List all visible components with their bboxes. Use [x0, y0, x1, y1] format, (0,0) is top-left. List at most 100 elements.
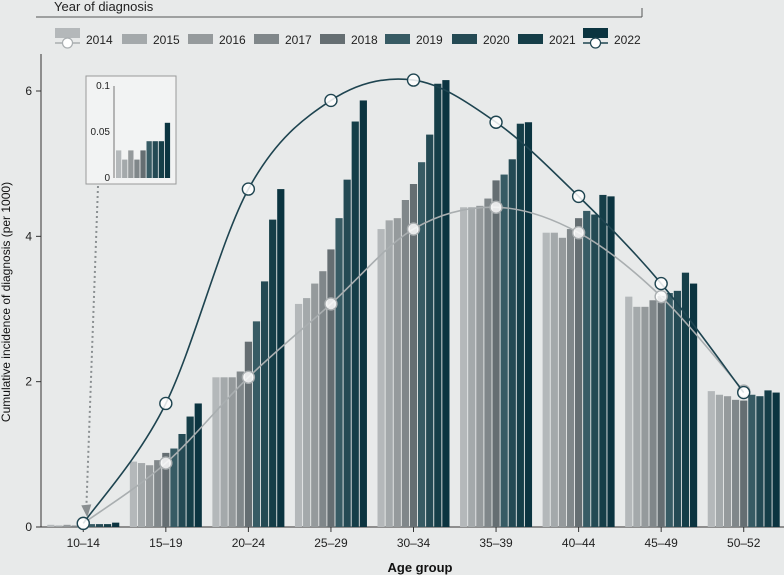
inset-tick-label: 0.05 [91, 127, 111, 138]
bar-2019-30–34 [418, 162, 426, 528]
bar-2014-25–29 [294, 303, 303, 527]
x-axis-title: Age group [388, 560, 453, 575]
x-tick-label: 20–24 [232, 536, 266, 550]
y-tick-label: 6 [25, 84, 32, 98]
x-tick-label: 30–34 [397, 536, 431, 550]
bar-2015-25–29 [303, 298, 311, 527]
bar-2021-35–39 [516, 123, 524, 527]
inset-bar-2018 [140, 150, 146, 178]
y-tick-label: 2 [25, 375, 32, 389]
bars [47, 80, 780, 528]
bar-2019-15–19 [170, 448, 178, 527]
point-2022-10–14 [76, 516, 90, 531]
bar-2020-50–52 [756, 396, 764, 527]
bar-2021-20–24 [269, 219, 277, 527]
bar-2017-50–52 [732, 399, 740, 527]
inset-arrowhead [81, 504, 92, 518]
bar-2022-15–19 [194, 403, 202, 527]
bar-2018-40–44 [575, 218, 583, 527]
bar-2021-40–44 [599, 194, 607, 527]
bar-2017-35–39 [484, 198, 492, 527]
point-2014-35–39 [489, 200, 503, 214]
bar-2015-20–24 [220, 377, 228, 527]
inset-arrow-line [85, 185, 99, 510]
inset-bar-2015 [122, 159, 128, 178]
bar-2015-40–44 [550, 232, 558, 527]
bar-2019-50–52 [748, 394, 756, 527]
bar-2021-25–29 [351, 121, 359, 528]
inset-bar-2021 [158, 141, 164, 178]
bar-2019-20–24 [252, 321, 261, 527]
x-tick-label: 15–19 [149, 536, 183, 550]
bar-2016-45–49 [641, 306, 649, 527]
x-tick-label: 10–14 [67, 536, 101, 550]
legend-label-2015: 2015 [153, 33, 180, 47]
point-2022-35–39 [489, 115, 503, 129]
bar-2014-35–39 [460, 207, 468, 527]
bar-2021-50–52 [764, 390, 772, 527]
bar-2019-45–49 [665, 293, 673, 527]
bar-2016-35–39 [476, 205, 484, 527]
bar-2018-15–19 [162, 452, 170, 527]
point-2014-20–24 [241, 370, 256, 385]
y-axis-title: Cumulative incidence of diagnosis (per 1… [0, 182, 13, 422]
legend-label-2018: 2018 [351, 33, 378, 47]
bar-2020-30–34 [426, 134, 434, 527]
bar-2016-10–14 [63, 524, 71, 527]
bar-2022-20–24 [277, 189, 285, 527]
bar-2020-15–19 [178, 433, 186, 527]
legend-swatch-2014 [55, 28, 80, 38]
bar-2014-45–49 [625, 296, 633, 527]
bar-2020-10–14 [95, 524, 104, 527]
bar-2016-20–24 [228, 377, 236, 527]
legend-title: Year of diagnosis [54, 0, 154, 14]
x-tick-label: 25–29 [314, 536, 348, 550]
bar-2022-35–39 [524, 122, 533, 527]
bar-2014-50–52 [707, 391, 715, 527]
bar-2017-30–34 [401, 200, 409, 527]
bar-2021-15–19 [186, 416, 194, 527]
legend-label-2022: 2022 [614, 33, 641, 47]
bar-2022-10–14 [112, 522, 120, 527]
inset-bar-2022 [164, 122, 171, 178]
bar-2018-50–52 [740, 400, 748, 527]
bar-2019-10–14 [87, 524, 95, 527]
bar-2018-25–29 [327, 249, 335, 527]
bar-2015-45–49 [633, 306, 641, 527]
legend-swatch-2022 [583, 28, 608, 38]
point-2022-25–29 [324, 93, 338, 108]
bar-2021-30–34 [434, 83, 442, 527]
inset-bar-2020 [152, 141, 158, 178]
bar-2017-15–19 [154, 460, 162, 527]
legend-swatch-2021 [518, 34, 543, 44]
bar-2014-30–34 [377, 229, 385, 528]
legend-swatch-2017 [254, 34, 279, 44]
point-2014-25–29 [324, 297, 338, 311]
bar-2014-10–14 [47, 524, 55, 527]
bar-2020-40–44 [591, 214, 599, 528]
point-2014-40–44 [571, 225, 586, 240]
bar-2022-45–49 [689, 283, 698, 527]
legend-marker-2022 [589, 37, 602, 49]
x-tick-label: 50–52 [727, 536, 761, 550]
point-2014-15–19 [159, 456, 173, 470]
trend-lines [76, 73, 751, 531]
legend: Year of diagnosis 2014 2015 2016 2017 2018 20… [36, 0, 643, 49]
bar-2020-35–39 [508, 159, 516, 527]
bar-2022-25–29 [359, 100, 367, 528]
inset: 0 0.05 0.1 [81, 75, 177, 518]
bar-2014-15–19 [129, 461, 138, 527]
bar-2018-20–24 [244, 341, 252, 527]
point-2022-45–49 [654, 276, 668, 291]
legend-swatch-2018 [320, 34, 345, 44]
x-tick-label: 35–39 [479, 536, 513, 550]
bar-2014-40–44 [542, 232, 550, 527]
point-2022-30–34 [406, 73, 421, 87]
bar-2019-40–44 [583, 210, 591, 527]
bar-2016-40–44 [558, 237, 567, 527]
point-2014-45–49 [654, 289, 668, 304]
bar-2017-20–24 [236, 371, 244, 527]
bar-2021-10–14 [103, 524, 112, 527]
point-2014-30–34 [406, 222, 421, 236]
